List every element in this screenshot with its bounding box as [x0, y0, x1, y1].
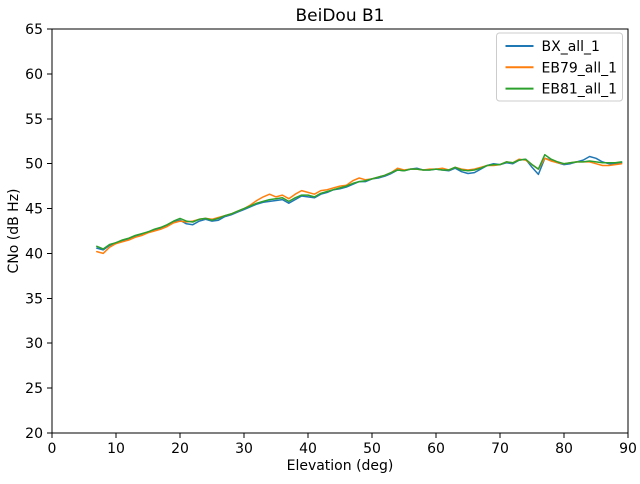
y-tick-label: 65: [25, 22, 43, 38]
y-tick-label: 50: [25, 157, 43, 173]
legend-box: [496, 32, 623, 102]
y-axis-label: CNo (dB Hz): [6, 188, 22, 273]
y-tick-label: 20: [25, 426, 43, 442]
y-tick-label: 30: [25, 336, 43, 352]
legend-label-EB81_all_1: EB81_all_1: [542, 82, 618, 98]
legend-label-BX_all_1: BX_all_1: [542, 39, 600, 55]
series-line-BX_all_1: [96, 155, 623, 251]
legend: BX_all_1 EB79_all_1 EB81_all_1: [496, 32, 623, 102]
x-tick-label: 20: [171, 441, 189, 457]
axis-ticks: 0 10 20 30 40 50 60 70 80 90 20 25 30 35 40 45 50 55 60 65: [25, 22, 637, 457]
x-tick-label: 70: [491, 441, 509, 457]
x-tick-label: 10: [107, 441, 125, 457]
series-line-EB81_all_1: [96, 153, 623, 250]
y-tick-label: 25: [25, 381, 43, 397]
y-tick-label: 35: [25, 291, 43, 307]
data-series: [96, 153, 623, 255]
x-tick-label: 0: [48, 441, 57, 457]
plot-border: [51, 28, 629, 434]
x-tick-label: 80: [555, 441, 573, 457]
y-tick-label: 60: [25, 67, 43, 83]
legend-label-EB79_all_1: EB79_all_1: [542, 60, 618, 76]
y-tick-label: 45: [25, 202, 43, 218]
y-tick-label: 40: [25, 246, 43, 262]
series-line-EB79_all_1: [96, 157, 623, 255]
x-tick-label: 90: [619, 441, 637, 457]
x-tick-label: 60: [427, 441, 445, 457]
x-axis-label: Elevation (deg): [287, 458, 394, 474]
x-tick-label: 30: [235, 441, 253, 457]
y-tick-label: 55: [25, 112, 43, 128]
x-tick-label: 40: [299, 441, 317, 457]
x-tick-label: 50: [363, 441, 381, 457]
chart-title: BeiDou B1: [296, 6, 385, 26]
